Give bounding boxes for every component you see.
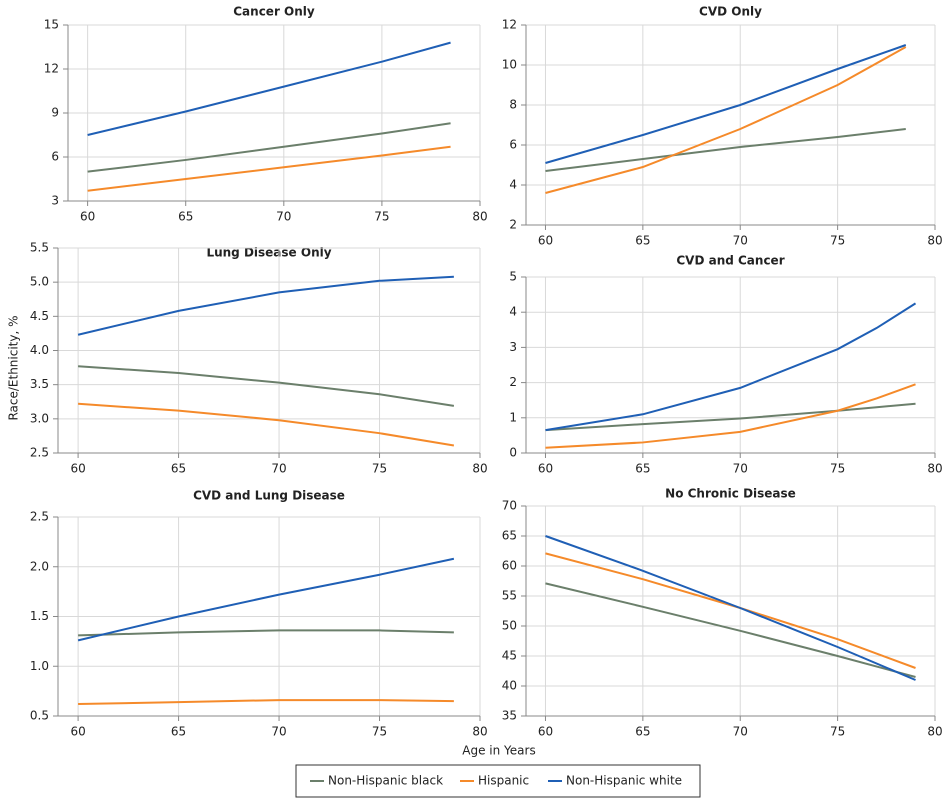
x-tick-label: 60 <box>538 725 553 739</box>
x-tick-label: 80 <box>472 462 487 476</box>
x-tick-label: 80 <box>472 210 487 224</box>
y-tick-label: 2 <box>509 375 517 389</box>
y-tick-label: 6 <box>509 138 517 152</box>
y-tick-label: 1.5 <box>30 609 49 623</box>
x-tick-label: 70 <box>271 462 286 476</box>
y-tick-label: 6 <box>51 150 59 164</box>
series-line <box>545 552 916 669</box>
x-tick-label: 80 <box>472 725 487 739</box>
x-tick-label: 80 <box>927 725 942 739</box>
y-tick-label: 10 <box>502 58 517 72</box>
x-tick-label: 70 <box>271 725 286 739</box>
x-tick-label: 65 <box>171 462 186 476</box>
y-tick-label: 55 <box>502 589 517 603</box>
chart-title: Lung Disease Only <box>206 246 331 260</box>
x-tick-label: 65 <box>178 210 193 224</box>
series-line <box>87 41 451 136</box>
y-tick-label: 8 <box>509 98 517 112</box>
x-tick-label: 75 <box>372 725 387 739</box>
series-line <box>545 128 906 172</box>
series-line <box>545 44 907 164</box>
series-line <box>545 302 917 432</box>
legend-box <box>295 764 701 798</box>
series-line <box>78 629 454 637</box>
x-tick-label: 65 <box>635 462 650 476</box>
x-tick-label: 70 <box>733 234 748 248</box>
series-line <box>87 145 451 192</box>
y-tick-label: 12 <box>502 18 517 32</box>
y-tick-label: 40 <box>502 679 517 693</box>
y-axis-label: Race/Ethnicity, % <box>7 315 21 420</box>
series-line <box>77 275 454 336</box>
legend-label: Non-Hispanic white <box>566 774 682 788</box>
x-tick-label: 75 <box>374 210 389 224</box>
y-tick-label: 70 <box>502 499 517 513</box>
x-tick-label: 75 <box>830 725 845 739</box>
series-line <box>78 365 455 407</box>
chart-title: CVD Only <box>699 5 762 19</box>
y-tick-label: 35 <box>502 709 517 723</box>
y-tick-label: 15 <box>44 18 59 32</box>
x-tick-label: 60 <box>70 462 85 476</box>
y-tick-label: 2.5 <box>30 510 49 524</box>
chart-title: Cancer Only <box>233 5 315 19</box>
y-tick-label: 3.5 <box>30 377 49 391</box>
y-tick-label: 1.0 <box>30 659 49 673</box>
y-tick-label: 45 <box>502 649 517 663</box>
legend-label: Hispanic <box>478 774 529 788</box>
y-tick-label: 4 <box>509 178 517 192</box>
y-tick-label: 2 <box>509 218 517 232</box>
y-tick-label: 5.0 <box>30 275 49 289</box>
y-tick-label: 4 <box>509 305 517 319</box>
chart-title: CVD and Lung Disease <box>193 489 345 503</box>
series-line <box>545 582 916 678</box>
x-tick-label: 75 <box>830 234 845 248</box>
legend-label: Non-Hispanic black <box>328 774 443 788</box>
x-tick-label: 70 <box>733 725 748 739</box>
x-tick-label: 70 <box>276 210 291 224</box>
x-tick-label: 65 <box>635 725 650 739</box>
x-tick-label: 80 <box>927 234 942 248</box>
x-tick-label: 60 <box>70 725 85 739</box>
series-line <box>545 535 916 681</box>
y-tick-label: 9 <box>51 106 59 120</box>
series-line <box>78 699 454 706</box>
y-tick-label: 3.0 <box>30 411 49 425</box>
y-tick-label: 50 <box>502 619 517 633</box>
chart-title: CVD and Cancer <box>676 254 784 268</box>
series-line <box>545 46 907 194</box>
series-line <box>77 557 455 642</box>
series-line <box>87 122 451 173</box>
y-tick-label: 60 <box>502 559 517 573</box>
y-tick-label: 1 <box>509 410 517 424</box>
series-line <box>78 402 455 447</box>
y-tick-label: 5.5 <box>30 241 49 255</box>
y-tick-label: 12 <box>44 62 59 76</box>
y-tick-label: 0 <box>509 446 517 460</box>
y-tick-label: 2.5 <box>30 446 49 460</box>
x-tick-label: 75 <box>830 462 845 476</box>
x-tick-label: 65 <box>171 725 186 739</box>
y-tick-label: 0.5 <box>30 709 49 723</box>
x-tick-label: 60 <box>538 234 553 248</box>
y-tick-label: 2.0 <box>30 559 49 573</box>
y-tick-label: 3 <box>51 194 59 208</box>
series-line <box>545 402 916 432</box>
chart-title: No Chronic Disease <box>665 487 796 501</box>
x-tick-label: 80 <box>927 462 942 476</box>
y-tick-label: 65 <box>502 529 517 543</box>
y-tick-label: 5 <box>509 270 517 284</box>
x-tick-label: 60 <box>80 210 95 224</box>
series-line <box>545 383 916 449</box>
x-axis-label: Age in Years <box>462 744 535 758</box>
x-tick-label: 65 <box>635 234 650 248</box>
x-tick-label: 70 <box>733 462 748 476</box>
y-tick-label: 4.5 <box>30 309 49 323</box>
y-tick-label: 3 <box>509 340 517 354</box>
x-tick-label: 60 <box>538 462 553 476</box>
x-tick-label: 75 <box>372 462 387 476</box>
y-tick-label: 4.0 <box>30 343 49 357</box>
